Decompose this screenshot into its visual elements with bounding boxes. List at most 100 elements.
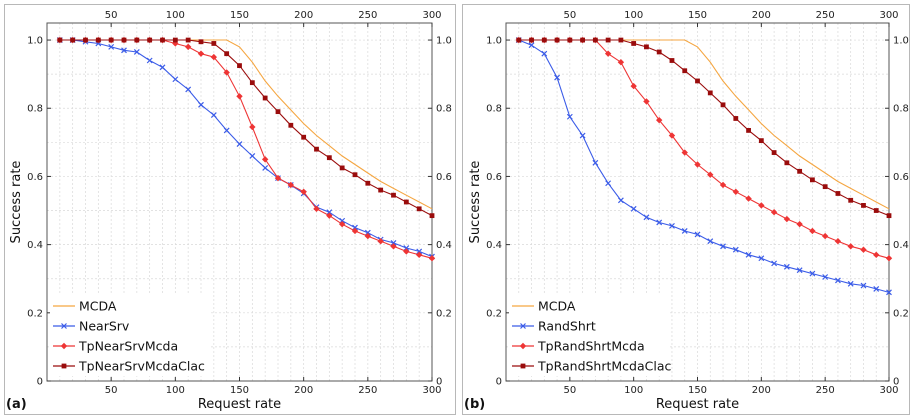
- data-point: [783, 263, 790, 270]
- data-point: [160, 37, 165, 43]
- data-point: [592, 159, 599, 166]
- y-tick-label-right: 0.4: [436, 240, 452, 251]
- data-point-stroke: [390, 239, 397, 246]
- x-tick-label-top: 250: [816, 10, 835, 21]
- x-tick-label-top: 200: [752, 10, 771, 21]
- data-point: [707, 171, 714, 178]
- data-point-stroke: [541, 50, 548, 57]
- y-tick-label-right: 0.2: [893, 308, 909, 319]
- x-axis-label: Request rate: [656, 397, 739, 412]
- data-point: [351, 227, 359, 235]
- y-axis-label: Success rate: [468, 161, 483, 244]
- data-point: [224, 51, 230, 57]
- y-tick-label-right: 0.8: [436, 104, 452, 115]
- data-point: [681, 228, 688, 234]
- legend-label: TpNearSrvMcdaClac: [78, 359, 205, 374]
- series-TpRandShrtMcdaClac: [516, 37, 892, 219]
- data-point-stroke: [566, 113, 573, 120]
- y-tick-label: 1.0: [27, 36, 43, 47]
- data-point: [236, 141, 243, 147]
- data-point-stroke: [61, 323, 67, 329]
- data-point-stroke: [707, 238, 714, 245]
- data-point-stroke: [262, 164, 269, 171]
- data-point: [57, 37, 63, 43]
- y-tick-label: 1.0: [486, 36, 502, 47]
- x-tick-label-top: 150: [688, 10, 707, 21]
- data-point: [758, 202, 765, 209]
- data-point: [797, 168, 803, 174]
- legend: MCDA RandShrt TpRandShrtMcda TpRandShrtMcda…: [509, 294, 672, 376]
- data-point: [326, 155, 332, 161]
- data-point: [313, 205, 320, 213]
- x-tick-label: 200: [752, 385, 771, 396]
- data-point: [835, 277, 841, 284]
- data-point-stroke: [720, 243, 726, 250]
- y-tick-label-right: 1.0: [436, 36, 452, 47]
- x-tick-label: 50: [105, 385, 118, 396]
- data-point: [720, 243, 726, 250]
- data-point-stroke: [656, 219, 663, 226]
- data-point-stroke: [592, 159, 599, 166]
- data-point: [134, 37, 140, 43]
- data-point-stroke: [520, 323, 526, 329]
- data-point: [249, 153, 256, 159]
- data-point: [416, 248, 423, 255]
- data-point: [61, 363, 67, 369]
- data-point: [809, 270, 816, 277]
- y-tick-label-right: 0: [893, 377, 899, 388]
- data-point: [516, 37, 522, 43]
- data-point: [287, 181, 295, 189]
- legend-label: MCDA: [79, 299, 117, 314]
- legend-item: TpRandShrtMcda: [512, 339, 645, 354]
- x-tick-label-top: 300: [879, 10, 898, 21]
- data-point: [592, 37, 598, 43]
- data-point: [520, 323, 526, 329]
- data-point: [338, 220, 346, 228]
- x-tick-label: 250: [816, 385, 835, 396]
- data-point-stroke: [364, 229, 371, 236]
- data-point: [605, 180, 612, 187]
- data-point: [172, 37, 178, 43]
- data-point-stroke: [579, 132, 586, 139]
- data-point: [288, 122, 294, 128]
- data-point: [566, 113, 573, 120]
- data-point-stroke: [198, 101, 204, 108]
- data-point: [172, 76, 179, 83]
- y-tick-label: 0.8: [27, 104, 43, 115]
- series-line: [518, 39, 890, 293]
- series-RandShrt: [515, 37, 892, 296]
- y-tick-label: 0: [37, 377, 43, 388]
- data-point: [519, 342, 527, 350]
- panel-label: (b): [464, 397, 485, 412]
- data-point: [83, 37, 88, 43]
- data-point: [541, 50, 548, 57]
- data-point: [60, 342, 68, 350]
- data-point-stroke: [745, 251, 752, 258]
- data-point: [668, 132, 676, 139]
- data-point-stroke: [847, 280, 854, 287]
- data-point: [95, 37, 101, 43]
- data-point: [681, 149, 688, 156]
- data-point: [643, 214, 650, 221]
- data-point: [262, 95, 268, 101]
- data-point-stroke: [249, 153, 256, 159]
- data-point-stroke: [694, 231, 701, 238]
- x-tick-label: 50: [563, 385, 576, 396]
- data-point: [249, 123, 256, 131]
- data-point: [822, 184, 828, 190]
- x-tick-label: 100: [624, 385, 643, 396]
- data-point-stroke: [236, 141, 243, 147]
- data-point-stroke: [605, 180, 612, 187]
- legend-item: MCDA: [512, 299, 576, 314]
- series-TpNearSrvMcdaClac: [57, 37, 435, 219]
- data-point: [745, 251, 752, 258]
- data-point-stroke: [210, 112, 217, 118]
- data-point: [669, 58, 675, 63]
- x-tick-label-top: 150: [230, 10, 249, 21]
- y-tick-label: 0.4: [486, 240, 502, 251]
- data-point: [745, 195, 752, 202]
- data-point-stroke: [860, 282, 867, 289]
- data-point: [758, 255, 765, 262]
- data-point: [771, 260, 778, 267]
- y-tick-label-right: 0.2: [436, 308, 452, 319]
